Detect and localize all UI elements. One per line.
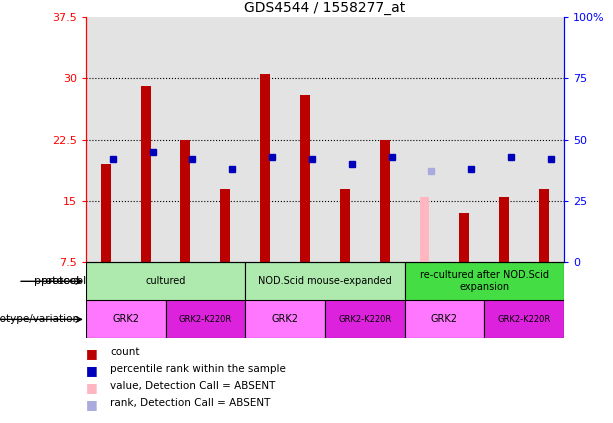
Text: GRK2-K220R: GRK2-K220R <box>498 315 550 324</box>
Bar <box>499 197 509 262</box>
Bar <box>245 262 405 300</box>
Bar <box>180 140 191 262</box>
Title: GDS4544 / 1558277_at: GDS4544 / 1558277_at <box>244 0 406 14</box>
Text: GRK2: GRK2 <box>272 314 299 324</box>
Bar <box>140 86 151 262</box>
Bar <box>325 300 405 338</box>
Text: cultured: cultured <box>145 276 186 286</box>
Bar <box>245 17 285 262</box>
Bar <box>484 17 524 262</box>
Bar <box>419 197 430 262</box>
Text: ■: ■ <box>86 347 97 360</box>
Bar <box>459 213 470 262</box>
Text: GRK2: GRK2 <box>112 314 139 324</box>
Bar <box>86 17 126 262</box>
Text: protocol: protocol <box>34 276 80 286</box>
Bar <box>300 95 310 262</box>
Text: protocol: protocol <box>40 276 86 286</box>
Text: re-cultured after NOD.Scid
expansion: re-cultured after NOD.Scid expansion <box>420 270 549 292</box>
Bar <box>245 300 325 338</box>
Bar <box>86 262 245 300</box>
Bar <box>444 17 484 262</box>
Text: GRK2-K220R: GRK2-K220R <box>179 315 232 324</box>
Bar <box>405 262 564 300</box>
Bar <box>260 74 270 262</box>
Bar <box>220 189 230 262</box>
Text: NOD.Scid mouse-expanded: NOD.Scid mouse-expanded <box>258 276 392 286</box>
Bar <box>166 300 245 338</box>
Bar <box>325 17 365 262</box>
Text: value, Detection Call = ABSENT: value, Detection Call = ABSENT <box>110 381 276 391</box>
Bar <box>405 300 484 338</box>
Text: genotype/variation: genotype/variation <box>0 314 80 324</box>
Bar <box>484 300 564 338</box>
Bar <box>539 189 549 262</box>
Bar <box>101 164 111 262</box>
Text: count: count <box>110 347 140 357</box>
Bar <box>285 17 325 262</box>
Bar <box>166 17 205 262</box>
Text: ■: ■ <box>86 364 97 377</box>
Bar <box>365 17 405 262</box>
Text: ■: ■ <box>86 398 97 411</box>
Bar <box>405 17 444 262</box>
Bar <box>524 17 564 262</box>
Text: ■: ■ <box>86 381 97 394</box>
Text: percentile rank within the sample: percentile rank within the sample <box>110 364 286 374</box>
Bar <box>379 140 390 262</box>
Bar <box>86 300 166 338</box>
Bar <box>126 17 166 262</box>
Text: rank, Detection Call = ABSENT: rank, Detection Call = ABSENT <box>110 398 271 408</box>
Bar <box>205 17 245 262</box>
Text: GRK2-K220R: GRK2-K220R <box>338 315 391 324</box>
Text: GRK2: GRK2 <box>431 314 458 324</box>
Bar <box>340 189 350 262</box>
